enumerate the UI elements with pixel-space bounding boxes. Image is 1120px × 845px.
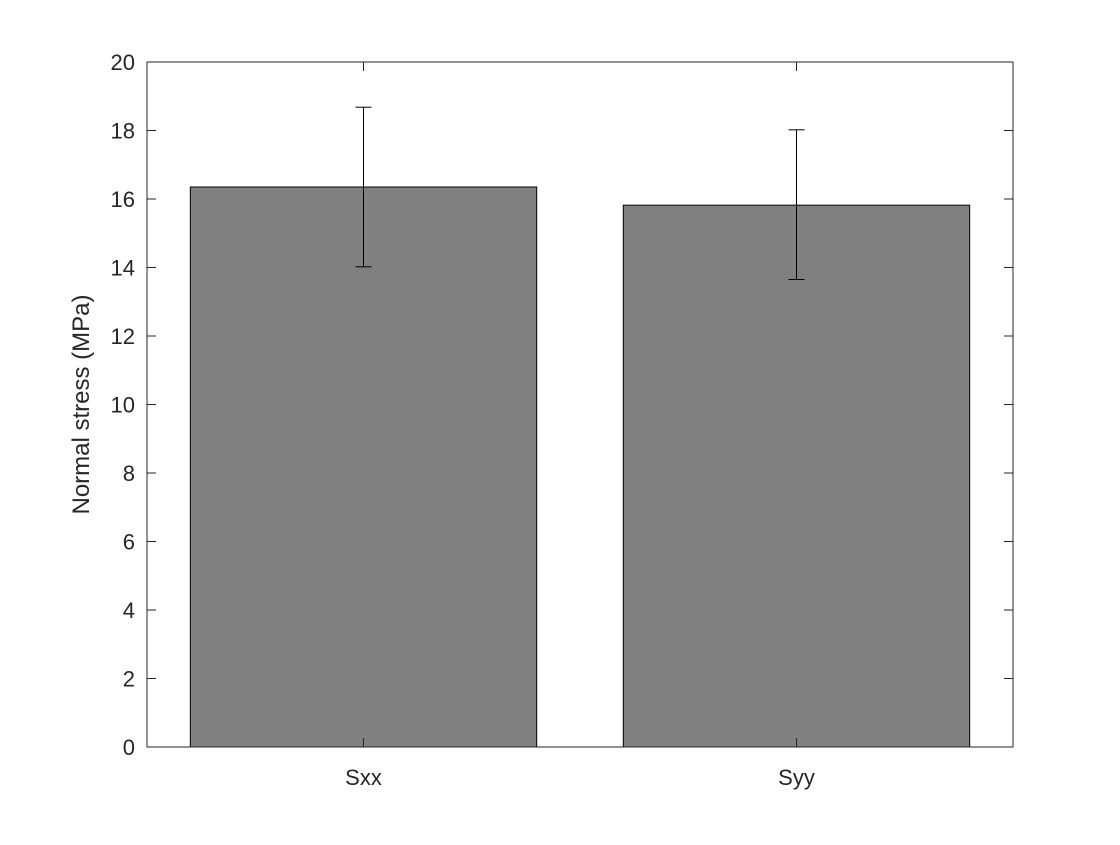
error-bar-syy: [788, 129, 805, 280]
bar-sxx: [189, 186, 538, 748]
y-tick-label: 4: [123, 598, 135, 623]
y-tick-label: 16: [111, 187, 135, 212]
y-tick-label: 6: [123, 530, 135, 555]
y-tick-label: 0: [123, 735, 135, 760]
y-tick-label: 8: [123, 461, 135, 486]
error-bars-layer: [355, 106, 805, 280]
y-tick-label: 2: [123, 667, 135, 692]
y-axis-title: Normal stress (MPa): [68, 294, 95, 514]
error-bar-sxx: [355, 106, 372, 268]
y-tick-label: 20: [111, 50, 135, 75]
y-tick-label: 10: [111, 393, 135, 418]
bar-syy: [622, 204, 971, 748]
x-tick-label-sxx: Sxx: [345, 765, 382, 790]
x-tick-label-syy: Syy: [778, 765, 815, 790]
y-tick-label: 12: [111, 324, 135, 349]
axes-layer: Sxx Syy 0 2 4 6 8 10 12 14 16 18 20: [111, 50, 1014, 790]
y-tick-label: 18: [111, 119, 135, 144]
bars-layer: [189, 186, 971, 748]
y-tick-label: 14: [111, 256, 135, 281]
